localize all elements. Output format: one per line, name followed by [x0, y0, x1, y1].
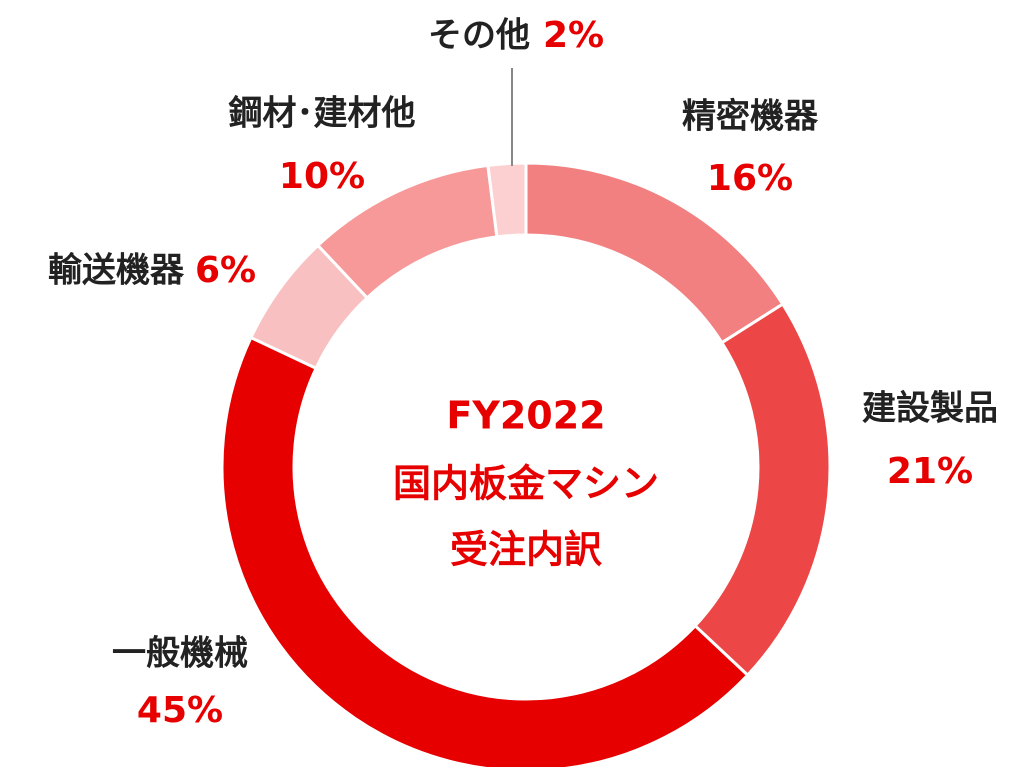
center-title: FY2022: [446, 394, 605, 438]
category-label: 輸送機器: [48, 251, 185, 291]
value-label: 21%: [887, 451, 973, 492]
category-label: 鋼材･建材他: [229, 94, 416, 134]
category-label: 一般機械: [112, 634, 248, 674]
value-label: 2%: [543, 15, 604, 56]
donut-slice: [486, 161, 528, 239]
center-title: 受注内訳: [450, 528, 602, 572]
center-title: 国内板金マシン: [393, 462, 659, 506]
category-label: 建設製品: [862, 389, 998, 429]
category-label: その他: [428, 16, 530, 56]
category-label: 精密機器: [682, 97, 819, 137]
donut-slice: [220, 335, 750, 767]
donut-slice: [693, 302, 832, 678]
value-label: 10%: [279, 156, 365, 197]
value-label: 6%: [195, 250, 256, 291]
value-label: 16%: [707, 158, 793, 199]
value-label: 45%: [137, 690, 223, 731]
